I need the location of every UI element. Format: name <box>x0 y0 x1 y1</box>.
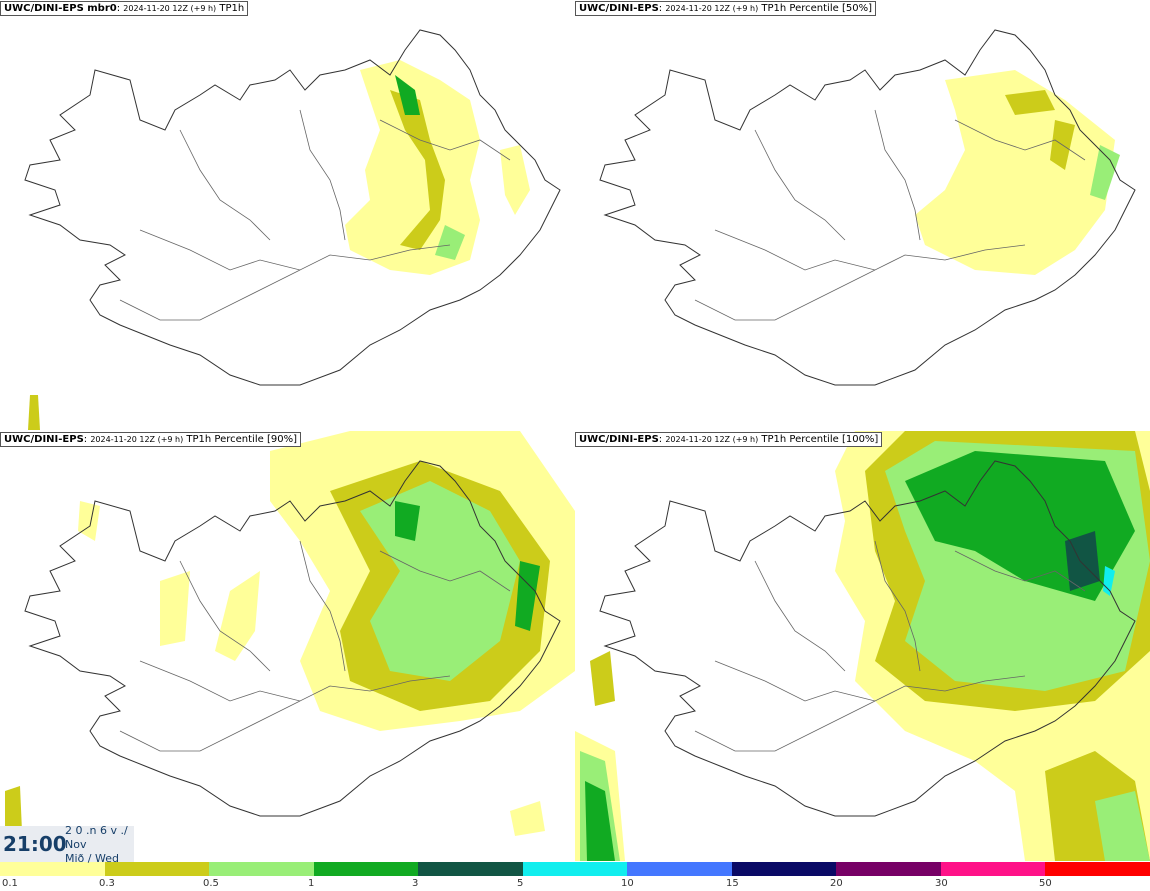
clock-date-line2: Nov <box>65 838 87 851</box>
precip-map <box>599 29 1136 386</box>
legend-swatch <box>0 862 105 876</box>
panel-title: UWC/DINI-EPS mbr0: 2024-11-20 12Z (+9 h)… <box>0 1 249 16</box>
clock-time: 21:00 <box>3 832 67 856</box>
legend-label: 50 <box>1039 878 1052 889</box>
clock-date-line3: Mið / Wed <box>65 852 119 865</box>
legend-label: 0.1 <box>2 878 18 889</box>
panel-title: UWC/DINI-EPS: 2024-11-20 12Z (+9 h) TP1h… <box>575 432 883 447</box>
legend-swatch <box>940 862 1046 876</box>
legend-label: 30 <box>935 878 948 889</box>
legend-label: 0.3 <box>99 878 115 889</box>
legend-swatch <box>418 862 523 876</box>
legend-label: 10 <box>621 878 634 889</box>
legend-swatch <box>731 862 837 876</box>
legend-color-bar <box>0 862 1150 876</box>
legend-swatch <box>836 862 941 876</box>
time-indicator: 21:00 2 0 .n 6 v ./ Nov Mið / Wed <box>0 824 134 865</box>
legend-swatch <box>627 862 732 876</box>
clock-date-line1: 2 0 .n 6 v ./ <box>65 824 128 837</box>
legend-label: 1 <box>308 878 315 889</box>
legend-label: 15 <box>726 878 739 889</box>
precip-map <box>575 431 1150 861</box>
map-panel-p100: UWC/DINI-EPS: 2024-11-20 12Z (+9 h) TP1h… <box>575 431 1150 861</box>
panel-title: UWC/DINI-EPS: 2024-11-20 12Z (+9 h) TP1h… <box>575 1 876 16</box>
precip-map <box>24 29 561 430</box>
map-panel-p90: UWC/DINI-EPS: 2024-11-20 12Z (+9 h) TP1h… <box>0 431 575 861</box>
legend-label: 3 <box>412 878 419 889</box>
legend-swatch <box>104 862 210 876</box>
legend-swatch <box>209 862 314 876</box>
legend-label: 0.5 <box>203 878 219 889</box>
map-panel-p50: UWC/DINI-EPS: 2024-11-20 12Z (+9 h) TP1h… <box>575 0 1150 430</box>
legend-label: 20 <box>830 878 843 889</box>
map-panel-mbr0: UWC/DINI-EPS mbr0: 2024-11-20 12Z (+9 h)… <box>0 0 575 430</box>
legend-swatch <box>1045 862 1150 876</box>
legend-swatch <box>522 862 628 876</box>
legend-label: 5 <box>517 878 524 889</box>
precip-color-legend: 0.1 0.3 0.5 1 3 5 10 15 20 30 50 <box>0 862 1150 891</box>
precip-map <box>5 431 575 836</box>
legend-swatch <box>313 862 419 876</box>
panel-title: UWC/DINI-EPS: 2024-11-20 12Z (+9 h) TP1h… <box>0 432 301 447</box>
